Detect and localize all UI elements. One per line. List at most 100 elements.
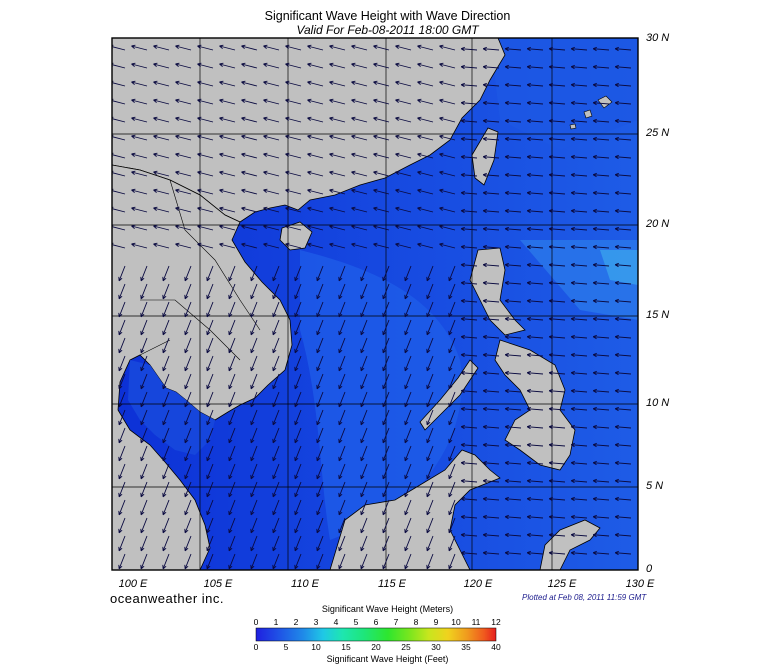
wave-arrow	[460, 118, 478, 124]
wave-arrow	[307, 116, 324, 123]
wave-arrow	[482, 208, 500, 214]
wave-arrow	[162, 535, 170, 552]
wave-arrow	[316, 463, 324, 480]
wave-arrow	[162, 553, 170, 570]
wave-arrow	[329, 134, 346, 141]
wave-arrow	[338, 391, 346, 408]
wave-arrow	[131, 134, 148, 141]
wave-arrow	[285, 116, 302, 123]
wave-arrow	[153, 242, 170, 249]
wave-arrow	[448, 283, 456, 300]
wave-arrow	[184, 355, 192, 372]
wave-arrow	[316, 319, 324, 336]
wave-arrow	[228, 283, 236, 300]
wave-arrow	[395, 188, 412, 195]
wave-arrow	[285, 62, 302, 69]
wave-arrow	[294, 391, 302, 408]
wave-arrow	[360, 301, 368, 318]
wave-arrow	[504, 406, 522, 412]
wave-arrow	[417, 80, 434, 87]
wave-arrow	[250, 337, 258, 354]
wave-arrow	[140, 265, 148, 282]
wave-arrow	[526, 298, 544, 304]
wave-arrow	[206, 409, 214, 426]
wave-arrow	[570, 496, 588, 502]
wave-arrow	[614, 532, 632, 538]
lon-label-100e: 100 E	[118, 578, 148, 590]
wave-arrow	[570, 370, 588, 376]
wave-arrow	[316, 553, 324, 570]
wave-arrow	[241, 98, 258, 105]
wave-arrow	[404, 499, 412, 516]
wave-arrow	[448, 409, 456, 426]
wave-arrow	[548, 244, 566, 250]
wave-arrow	[228, 391, 236, 408]
wave-arrow	[382, 427, 390, 444]
wave-arrow	[118, 553, 126, 570]
wave-arrow	[285, 98, 302, 105]
wave-arrow	[504, 280, 522, 286]
wave-arrow	[482, 298, 500, 304]
wave-arrow	[614, 280, 632, 286]
wave-arrow	[548, 316, 566, 322]
wave-arrow	[382, 499, 390, 516]
wave-arrow	[548, 280, 566, 286]
wave-arrow	[426, 409, 434, 426]
wave-arrow	[570, 244, 588, 250]
wave-arrow	[592, 478, 610, 484]
wave-arrow	[351, 188, 368, 195]
wave-arrow	[426, 283, 434, 300]
wave-arrow	[338, 445, 346, 462]
wave-arrow	[526, 226, 544, 232]
wave-arrow	[294, 265, 302, 282]
wave-arrow	[360, 391, 368, 408]
wave-arrow	[153, 134, 170, 141]
wave-arrow	[592, 442, 610, 448]
wave-arrow	[482, 190, 500, 196]
wave-arrow	[351, 152, 368, 159]
wave-arrow	[263, 80, 280, 87]
wave-arrow	[175, 152, 192, 159]
wave-arrow	[526, 388, 544, 394]
wave-arrow	[294, 409, 302, 426]
wave-arrow	[219, 242, 236, 249]
lat-label-5n: 5 N	[646, 480, 664, 492]
wave-arrow	[118, 517, 126, 534]
wave-arrow	[482, 514, 500, 520]
wave-arrow	[526, 46, 544, 52]
wave-arrow	[526, 190, 544, 196]
wave-arrow	[118, 265, 126, 282]
wave-arrow	[263, 206, 280, 213]
wave-arrow	[439, 98, 456, 105]
legend-colorbar	[255, 627, 497, 642]
wave-arrow	[404, 445, 412, 462]
wave-arrow	[614, 154, 632, 160]
wave-arrow	[482, 424, 500, 430]
wave-arrow	[570, 388, 588, 394]
wave-arrow	[272, 301, 280, 318]
wave-arrow	[294, 283, 302, 300]
wave-arrow	[250, 535, 258, 552]
wave-arrow	[504, 82, 522, 88]
wave-arrow	[153, 62, 170, 69]
wave-arrow	[592, 316, 610, 322]
wave-arrow	[140, 463, 148, 480]
lat-label-0: 0	[646, 563, 653, 575]
wave-arrow	[219, 44, 236, 51]
wave-arrow	[504, 64, 522, 70]
wave-arrow	[272, 337, 280, 354]
wave-arrow	[426, 499, 434, 516]
wave-arrow	[206, 283, 214, 300]
wave-arrow	[307, 170, 324, 177]
wave-arrow	[294, 319, 302, 336]
wave-arrow	[460, 334, 478, 340]
wave-arrow	[197, 98, 214, 105]
wave-arrow	[592, 370, 610, 376]
wave-arrow	[439, 242, 456, 249]
wave-arrow	[118, 373, 126, 390]
wave-arrow	[162, 391, 170, 408]
wave-arrow	[482, 46, 500, 52]
wave-arrow	[285, 80, 302, 87]
wave-arrow	[250, 409, 258, 426]
wave-arrow	[175, 44, 192, 51]
